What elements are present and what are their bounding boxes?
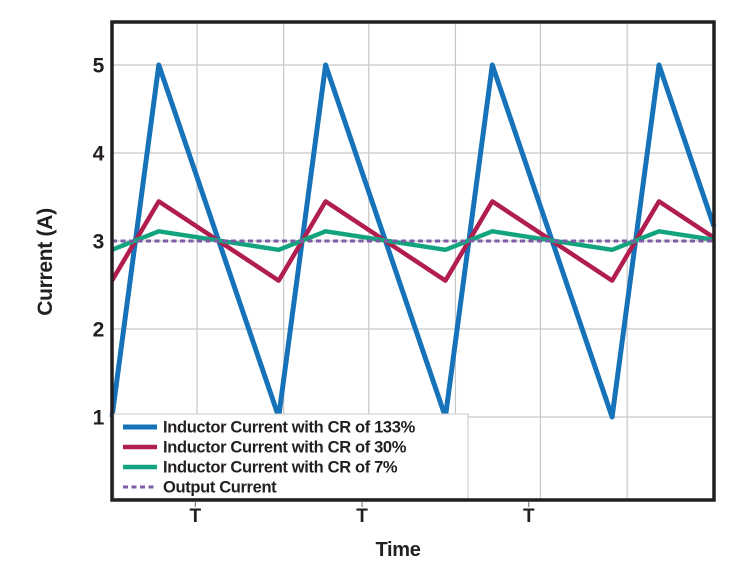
y-tick-label-1: 1 <box>93 407 105 430</box>
x-tick-label-2: T <box>523 506 535 527</box>
x-tick-label-0: T <box>190 506 202 527</box>
legend-label-3: Output Current <box>163 479 277 497</box>
y-tick-label-3: 3 <box>93 231 104 254</box>
series-line-1 <box>110 199 716 283</box>
legend-label-1: Inductor Current with CR of 30% <box>163 439 407 457</box>
legend-label-2: Inductor Current with CR of 7% <box>163 459 398 477</box>
legend-label-0: Inductor Current with CR of 133% <box>163 419 416 437</box>
y-tick-label-4: 4 <box>93 143 105 166</box>
plot-border <box>110 20 716 502</box>
x-tick-label-1: T <box>356 506 368 527</box>
legend-box <box>113 413 469 499</box>
legend: Inductor Current with CR of 133% Inductor… <box>113 413 469 499</box>
y-tick-label-2: 2 <box>93 319 104 342</box>
x-axis-title: Time <box>375 539 420 561</box>
y-axis-title: Current (A) <box>34 208 57 316</box>
tick-layer: 5 4 3 2 1 T T T <box>93 55 535 528</box>
y-tick-label-5: 5 <box>93 55 105 78</box>
series-line-2 <box>111 229 715 253</box>
plot-frame-layer <box>110 20 716 502</box>
